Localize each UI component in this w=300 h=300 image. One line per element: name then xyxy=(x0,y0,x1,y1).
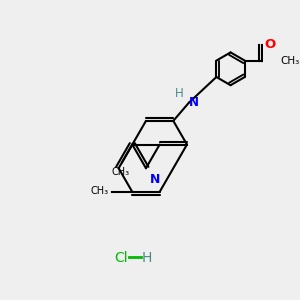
Text: N: N xyxy=(188,96,198,109)
Text: Cl: Cl xyxy=(115,251,128,265)
Text: CH₃: CH₃ xyxy=(112,167,130,177)
Text: H: H xyxy=(174,86,183,100)
Text: O: O xyxy=(265,38,276,52)
Text: CH₃: CH₃ xyxy=(281,56,300,66)
Text: N: N xyxy=(150,173,160,186)
Text: H: H xyxy=(142,251,152,265)
Text: CH₃: CH₃ xyxy=(91,186,109,196)
